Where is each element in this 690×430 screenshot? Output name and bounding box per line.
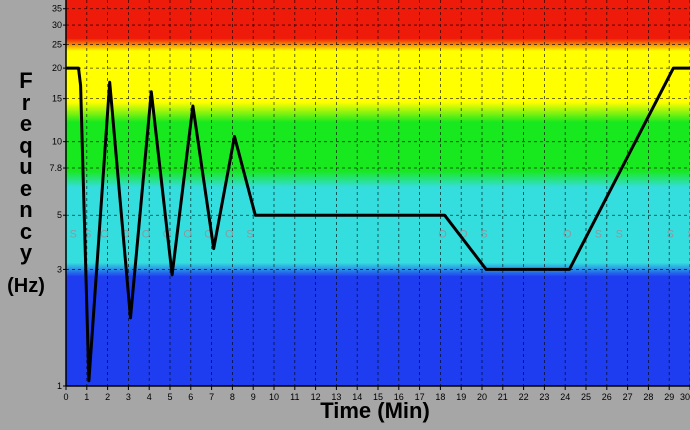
x-tick-label: 19 [456,392,466,402]
y-axis-label-letter: F [19,68,33,93]
annotation-label: S [616,229,623,241]
annotation-label: O [142,229,151,241]
x-tick-label: 1 [84,392,89,402]
y-tick-label: 15 [52,94,62,104]
x-tick-label: 13 [331,392,341,402]
annotation-label: S [246,229,253,241]
y-axis-label-letter: c [19,218,33,244]
x-tick-label: 23 [539,392,549,402]
x-tick-label: 18 [435,392,445,402]
y-tick-label: 10 [52,137,62,147]
annotation-label: O [204,229,213,241]
annotation-label: O [563,229,572,241]
x-tick-label: 17 [415,392,425,402]
y-tick-label: 7.8 [49,163,62,173]
x-tick-label: 27 [623,392,633,402]
annotation-label: O [225,229,234,241]
x-tick-label: 10 [269,392,279,402]
x-tick-label: 20 [477,392,487,402]
y-tick-label: 1 [57,381,62,391]
y-tick-label: 5 [57,210,62,220]
x-tick-label: 29 [664,392,674,402]
x-tick-label: 12 [311,392,321,402]
x-tick-label: 15 [373,392,383,402]
annotation-label: S [70,229,77,241]
x-tick-label: 9 [251,392,256,402]
x-tick-label: 2 [105,392,110,402]
y-axis-label-letter: n [19,197,33,222]
x-tick-label: 22 [519,392,529,402]
y-axis-label-letter: u [19,154,33,179]
y-tick-label: 3 [57,264,62,274]
y-axis-label-letter: r [21,89,31,115]
x-tick-label: 6 [188,392,193,402]
x-tick-label: 26 [602,392,612,402]
y-tick-label: 30 [52,20,62,30]
annotation-label: O [459,229,468,241]
annotation-label: O [121,229,130,241]
annotation-label: S [595,229,602,241]
annotation-label: O [100,229,109,241]
x-tick-label: 5 [167,392,172,402]
x-tick-label: 3 [126,392,131,402]
frequency-series-line [66,66,690,383]
y-axis-label-letter: e [19,111,33,136]
annotation-label: S [84,229,91,241]
x-tick-label: 21 [498,392,508,402]
y-axis-label-letter: y [19,240,33,265]
x-tick-label: 14 [352,392,362,402]
annotation-label: S [667,229,674,241]
series-group [66,66,690,383]
x-axis-ticks: 0 1 2 3 4 5 6 7 8 9 10 11 12 13 14 15 16 17 18 19 20 21 22 23 24… [63,386,690,402]
x-tick-label: 4 [147,392,152,402]
x-tick-label: 16 [394,392,404,402]
mode-annotations: SSOOOOOOOSOOSOSSSS [70,229,690,241]
y-tick-label: 25 [52,39,62,49]
y-tick-label: 20 [52,63,62,73]
x-tick-label: 24 [560,392,570,402]
x-tick-label: 30 [680,392,690,402]
y-axis-label-letter: e [19,175,33,201]
annotation-label: O [438,229,447,241]
y-axis-label-letter: q [19,132,33,158]
annotation-label: S [687,229,690,241]
x-tick-label: 0 [63,392,68,402]
y-tick-label: 35 [52,4,62,14]
x-tick-label: 11 [290,392,299,402]
annotation-label: S [480,229,487,241]
y-axis-unit: (Hz) [7,275,45,297]
x-axis-label: Time (Min) [320,398,430,423]
x-tick-label: 25 [581,392,591,402]
x-tick-label: 28 [643,392,653,402]
x-tick-label: 8 [230,392,235,402]
grid-lines [66,0,690,386]
x-tick-label: 7 [209,392,214,402]
annotation-label: O [183,229,192,241]
